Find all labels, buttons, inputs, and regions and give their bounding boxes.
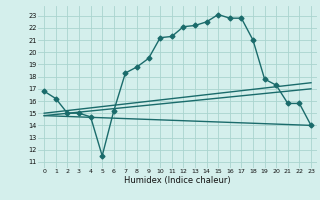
X-axis label: Humidex (Indice chaleur): Humidex (Indice chaleur) — [124, 176, 231, 185]
